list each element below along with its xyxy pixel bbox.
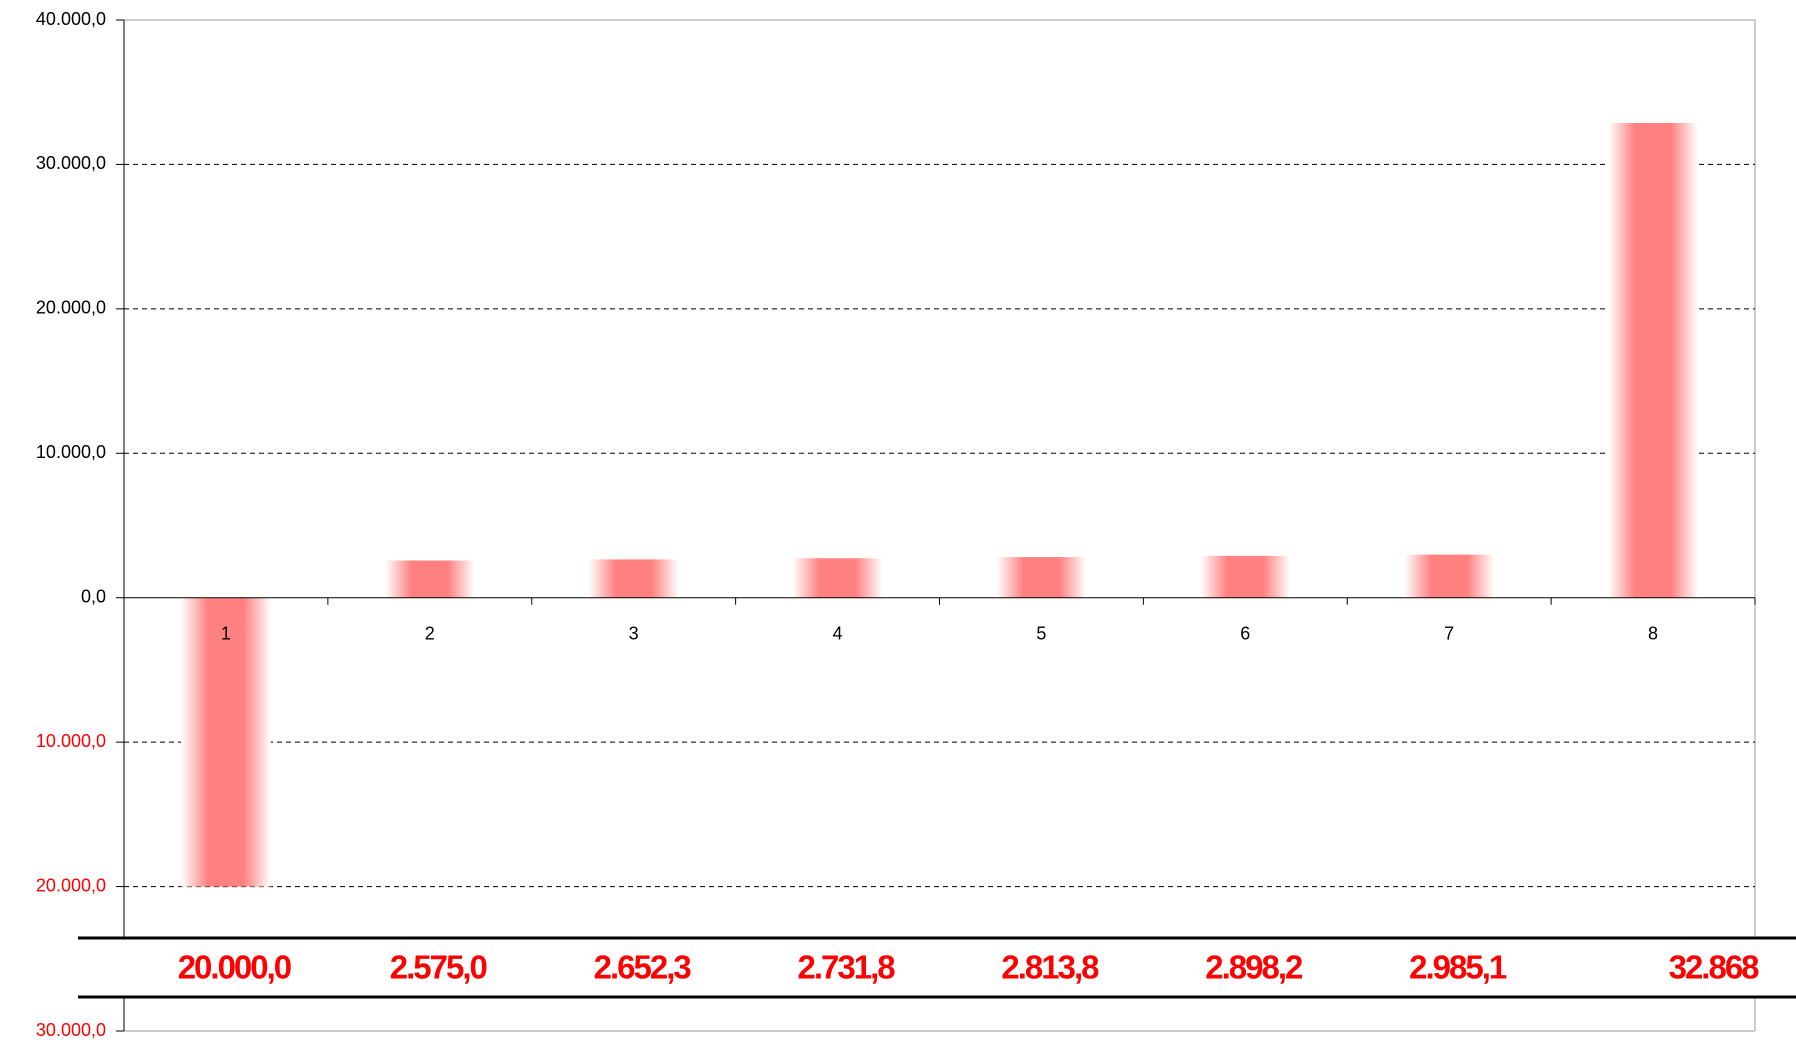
x-tick-label: 4 xyxy=(833,623,843,643)
bar xyxy=(792,558,883,598)
bar xyxy=(181,597,271,887)
value-label: 2.731,8 xyxy=(798,949,896,986)
x-tick-label: 8 xyxy=(1648,623,1658,643)
value-label: 2.652,3 xyxy=(594,949,692,986)
bar xyxy=(1200,555,1291,598)
bar xyxy=(384,560,475,598)
label-row xyxy=(78,938,1796,997)
y-tick-label: 30.000,0 xyxy=(36,1020,106,1040)
y-tick-label: 20.000,0 xyxy=(36,875,106,895)
value-label: 2.985,1 xyxy=(1409,949,1507,986)
bar xyxy=(996,557,1087,598)
x-tick-label: 1 xyxy=(221,623,231,643)
value-label: 2.813,8 xyxy=(1001,949,1099,986)
x-tick-label: 3 xyxy=(629,623,639,643)
y-tick-label: 40.000,0 xyxy=(36,9,106,29)
bar xyxy=(588,559,679,598)
x-tick-label: 5 xyxy=(1036,623,1046,643)
x-tick-label: 7 xyxy=(1444,623,1454,643)
y-tick-label: 30.000,0 xyxy=(36,153,106,173)
bar xyxy=(1608,123,1698,598)
value-label: 2.898,2 xyxy=(1205,949,1303,986)
x-tick-label: 6 xyxy=(1240,623,1250,643)
y-tick-label: 10.000,0 xyxy=(36,731,106,751)
bar xyxy=(1404,554,1495,598)
y-tick-label: 10.000,0 xyxy=(36,442,106,462)
value-label: 2.575,0 xyxy=(390,949,487,986)
value-label: 20.000,0 xyxy=(178,949,291,986)
value-label: 32.868 xyxy=(1669,949,1760,986)
y-tick-label: 20.000,0 xyxy=(36,298,106,318)
y-tick-label: 0,0 xyxy=(81,586,106,606)
x-tick-label: 2 xyxy=(425,623,435,643)
